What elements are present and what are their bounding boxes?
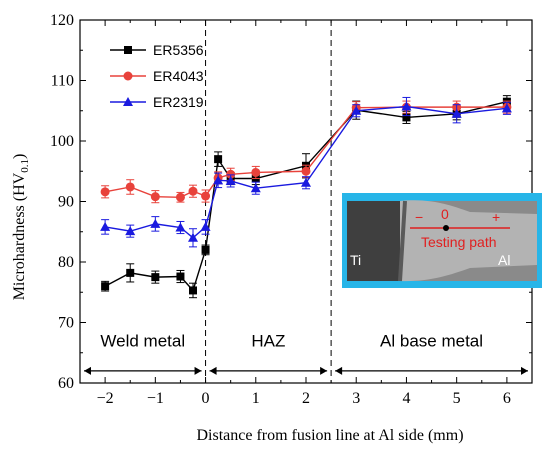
region-arrow-head-right [521,366,528,375]
x-tick-label: 1 [252,390,260,407]
data-point [214,155,223,164]
inset-minus: − [415,209,423,225]
data-point [201,245,210,254]
y-tick-label: 60 [58,375,74,392]
legend-entry: ER4043 [153,68,204,84]
region-label-bg [249,330,287,355]
data-point [251,167,261,177]
y-tick-label: 120 [50,12,74,29]
inset-testing-path-label: Testing path [421,234,497,250]
x-tick-label: −2 [97,390,114,407]
data-point [351,105,362,115]
region-label: Weld metal [100,332,185,351]
legend-marker [124,46,132,54]
data-point [176,272,185,281]
inset-photo: Ti Al − 0 + Testing path [342,193,542,288]
inset-zero-point [443,225,449,231]
data-point [301,177,311,187]
region-label-bg [368,330,496,355]
data-point [226,169,236,179]
x-tick-label: 5 [453,390,461,407]
legend-entry: ER5356 [153,42,204,58]
region-label-bg [92,330,193,355]
data-point [150,192,160,202]
region-arrow-head-left [209,366,217,375]
data-point [250,183,261,193]
data-point [225,175,236,185]
data-point [151,273,160,282]
data-point [126,268,135,277]
region-arrow-head-right [194,366,202,375]
legend: ER5356 ER4043 ER2319 [110,42,204,110]
x-axis-label: Distance from fusion line at Al side (mm… [196,427,463,444]
data-point [101,282,110,291]
region-arrow-head-left [84,366,91,375]
x-tick-label: 4 [402,390,410,407]
y-tick-label: 80 [58,254,74,271]
data-point [175,222,186,232]
inset-ti-edge [398,200,407,282]
data-point [175,192,185,202]
data-point [402,113,411,122]
series-layer [100,95,512,299]
y-tick-label: 100 [50,133,74,150]
y-tick-label: 70 [58,315,74,332]
inset-label-ti: Ti [350,252,361,268]
x-tick-label: 0 [202,390,210,407]
data-point [451,108,462,118]
inset-zero: 0 [441,206,449,222]
data-point [201,191,211,201]
region-label: Al base metal [380,332,483,351]
series-er2319 [100,96,512,248]
data-point [189,286,197,295]
region-label: HAZ [251,332,285,351]
data-point [100,221,111,231]
inset-ti-side [347,201,405,281]
data-point [150,218,161,228]
data-point [100,187,110,197]
legend-marker [123,97,133,106]
series-line [104,100,508,292]
data-point [401,101,412,111]
inset-plus: + [492,209,500,225]
data-point [301,166,311,176]
region-arrow-head-right [320,366,328,375]
x-tick-label: −1 [147,390,164,407]
legend-marker [123,71,133,81]
inset-label-al: Al [498,252,510,268]
y-tick-label: 90 [58,194,74,211]
x-tick-label: 2 [302,390,310,407]
x-tick-label: 3 [352,390,360,407]
data-point [213,175,224,185]
y-tick-label: 110 [51,73,74,90]
data-point [188,186,198,196]
data-point [501,103,512,113]
regions: Weld metal HAZ Al base metal [84,330,528,375]
plot-frame: 60 70 80 90 100 110 120 −2 −1 0 1 2 3 4 5 6 Weld metal HA… [50,12,533,407]
data-point [188,232,198,242]
data-point [125,226,136,236]
inset-weld-bead [400,200,537,282]
data-point [125,182,135,192]
legend-entry: ER2319 [153,94,204,110]
data-point [200,221,211,231]
y-axis-label: Microhardness (HV0.1) [11,154,31,301]
series-line [104,105,507,239]
region-arrow-head-left [335,366,343,375]
x-tick-label: 6 [503,390,511,407]
